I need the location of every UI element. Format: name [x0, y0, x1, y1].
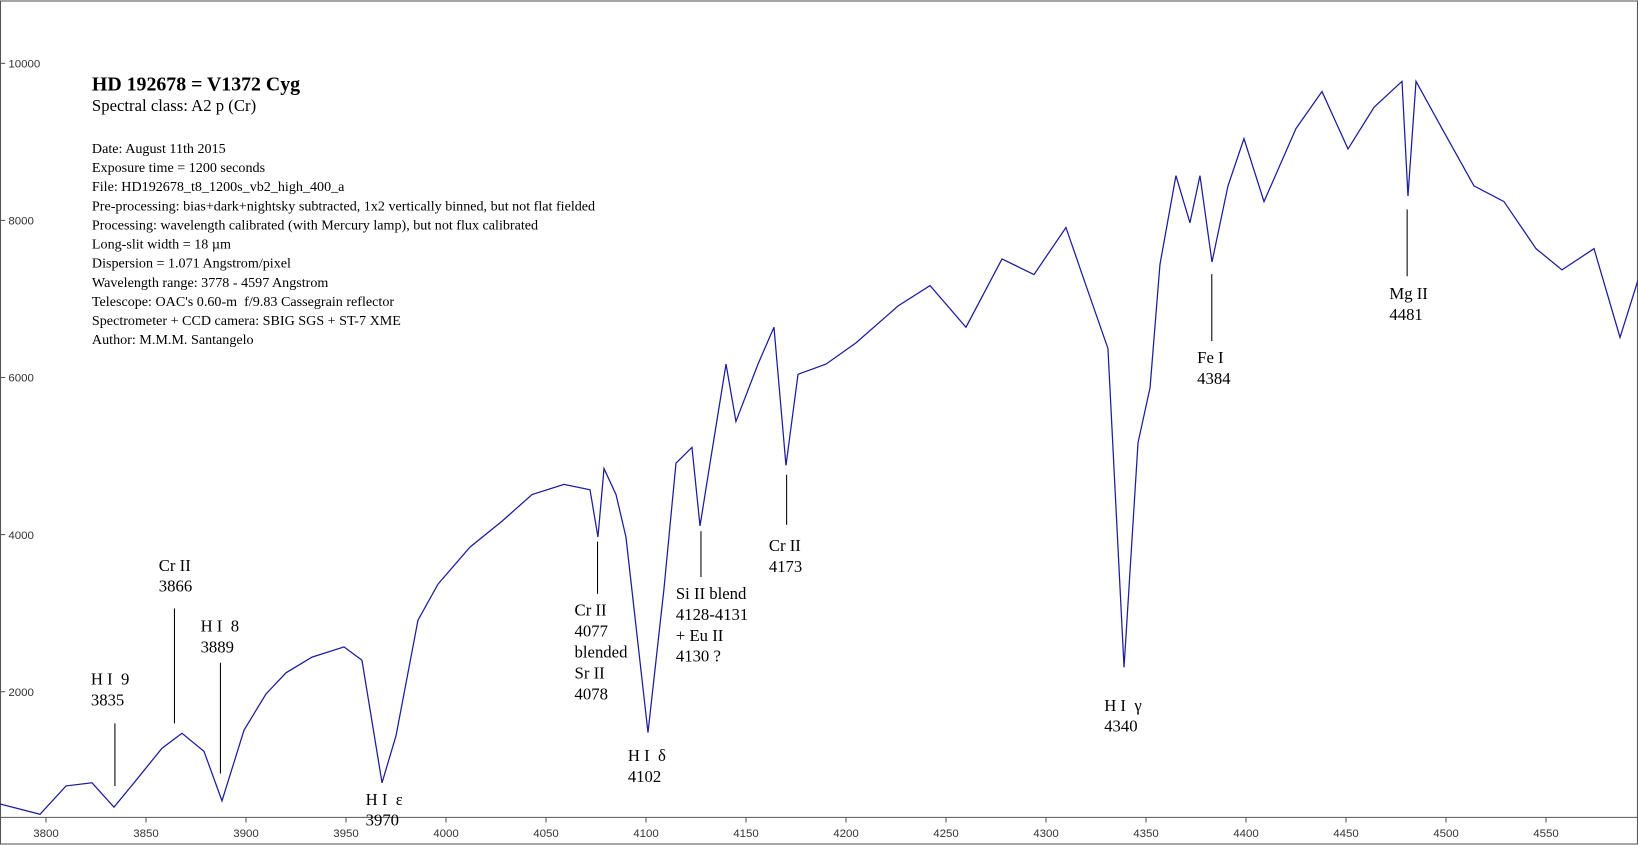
- annotation-label: Mg II: [1389, 284, 1428, 303]
- x-tick-label: 3850: [133, 828, 159, 840]
- annotation-label: Sr II: [575, 663, 605, 682]
- annotation-label: Cr II: [769, 536, 801, 555]
- annotation-label: 4128-4131: [676, 605, 748, 624]
- annotation-label: H I 8: [201, 616, 240, 635]
- note: Long-slit width = 18 µm: [92, 237, 231, 253]
- note: Author: M.M.M. Santangelo: [92, 332, 254, 348]
- annotation-label: 4102: [628, 767, 661, 786]
- annotation-label: 4384: [1197, 369, 1231, 388]
- note: Pre-processing: bias+dark+nightsky subtr…: [92, 198, 595, 214]
- annotation-label: 3970: [366, 811, 399, 830]
- x-tick-label: 4050: [533, 828, 559, 840]
- annotation-label: 3889: [201, 637, 234, 656]
- x-tick-label: 3800: [33, 828, 59, 840]
- note: Date: August 11th 2015: [92, 141, 226, 157]
- note: Telescope: OAC's 0.60-m f/9.83 Cassegrai…: [92, 294, 394, 310]
- annotation-label: H I 9: [91, 670, 130, 689]
- annotation-label: Cr II: [159, 556, 191, 575]
- annotation-label: H I δ: [628, 746, 666, 765]
- annotation-label: 4077: [575, 622, 608, 641]
- note: Spectrometer + CCD camera: SBIG SGS + ST…: [92, 313, 401, 329]
- x-tick-label: 4400: [1233, 828, 1259, 840]
- x-tick-label: 4550: [1533, 828, 1559, 840]
- x-tick-label: 4300: [1033, 828, 1059, 840]
- annotation-label: + Eu II: [676, 626, 723, 645]
- y-tick-label: 4000: [8, 530, 34, 542]
- y-tick-label: 6000: [8, 373, 34, 385]
- y-tick-label: 8000: [8, 216, 34, 228]
- annotation-label: 4173: [769, 557, 802, 576]
- x-tick-label: 4500: [1433, 828, 1459, 840]
- note: Exposure time = 1200 seconds: [92, 160, 265, 176]
- annotation-label: Cr II: [575, 601, 607, 620]
- y-tick-label: 2000: [8, 687, 34, 699]
- annotation-label: 4481: [1389, 305, 1422, 324]
- annotation-label: H I ε: [366, 790, 403, 809]
- x-tick-label: 3950: [333, 828, 359, 840]
- annotation-label: 3866: [159, 577, 192, 596]
- note: Dispersion = 1.071 Angstrom/pixel: [92, 256, 291, 272]
- x-tick-label: 4150: [733, 828, 759, 840]
- annotation-label: Si II blend: [676, 584, 747, 603]
- annotation-label: 4078: [575, 684, 608, 703]
- annotation-label: 4130 ?: [676, 647, 721, 666]
- x-tick-label: 4000: [433, 828, 459, 840]
- x-tick-label: 4250: [933, 828, 959, 840]
- annotation-label: Fe I: [1197, 348, 1223, 367]
- annotation-label: 4340: [1104, 717, 1137, 736]
- annotation-label: blended: [575, 643, 629, 662]
- y-tick-label: 10000: [8, 58, 40, 70]
- x-tick-label: 3900: [233, 828, 259, 840]
- note: Wavelength range: 3778 - 4597 Angstrom: [92, 275, 328, 291]
- spectrum-line: [0, 79, 1638, 815]
- x-tick-label: 4450: [1333, 828, 1359, 840]
- x-tick-label: 4350: [1133, 828, 1159, 840]
- note: Processing: wavelength calibrated (with …: [92, 217, 538, 233]
- note: File: HD192678_t8_1200s_vb2_high_400_a: [92, 179, 345, 195]
- annotation-label: 3835: [91, 691, 124, 710]
- chart-title: HD 192678 = V1372 Cyg: [92, 73, 300, 95]
- annotation-label: H I γ: [1104, 696, 1142, 715]
- chart-subtitle: Spectral class: A2 p (Cr): [92, 96, 256, 115]
- x-tick-label: 4200: [833, 828, 859, 840]
- x-tick-label: 4100: [633, 828, 659, 840]
